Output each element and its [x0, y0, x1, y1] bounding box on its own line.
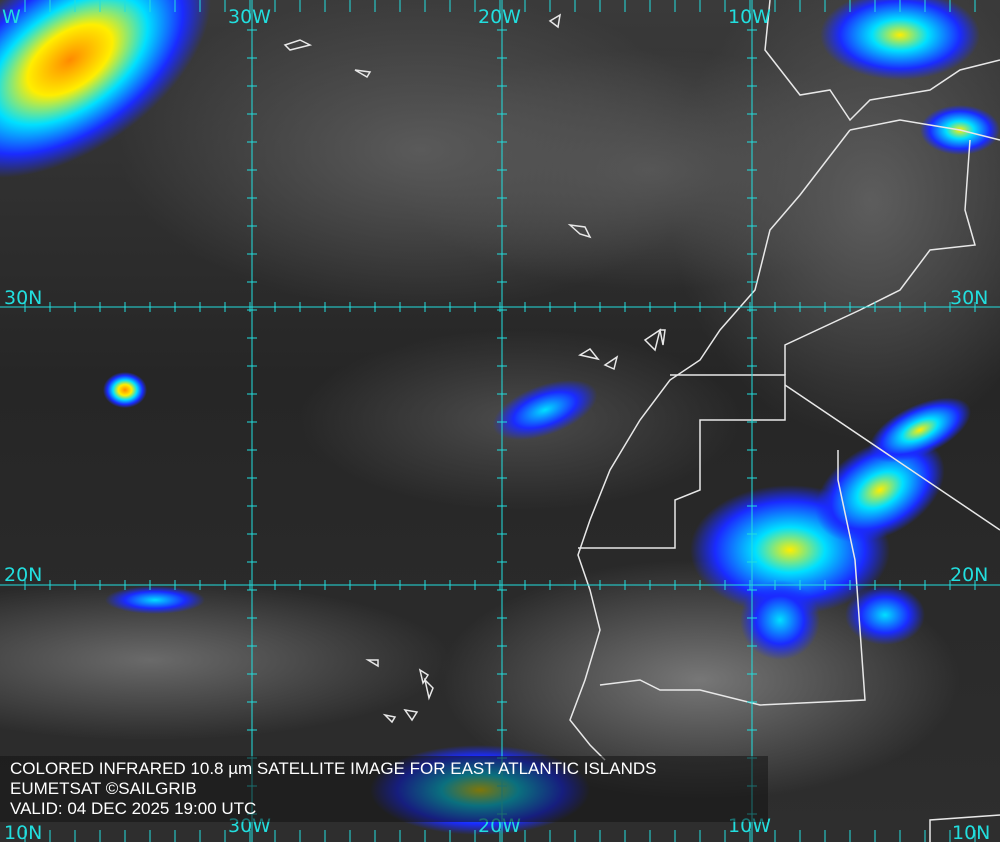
- caption-box: COLORED INFRARED 10.8 µm SATELLITE IMAGE…: [0, 756, 768, 822]
- valid-time: VALID: 04 DEC 2025 19:00 UTC: [10, 799, 257, 818]
- grid-label-right-20n: 20N: [950, 564, 989, 586]
- coastlines-borders: [283, 0, 1000, 842]
- grid-label-right-10n: 10N: [952, 822, 991, 842]
- grid-label-top-10w: 10W: [728, 6, 771, 28]
- grid-label-left-20n: 20N: [4, 564, 43, 586]
- grid-label-left-10n: 10N: [4, 822, 43, 842]
- image-credit: EUMETSAT ©SAILGRIB: [10, 779, 197, 798]
- grid-label-top-30w: 30W: [228, 6, 271, 28]
- grid-label-left-30n: 30N: [4, 287, 43, 309]
- grid-label-top-20w: 20W: [478, 6, 521, 28]
- grid-label-right-30n: 30N: [950, 287, 989, 309]
- image-title: COLORED INFRARED 10.8 µm SATELLITE IMAGE…: [10, 759, 657, 778]
- grid-label-top-w: W: [2, 6, 21, 28]
